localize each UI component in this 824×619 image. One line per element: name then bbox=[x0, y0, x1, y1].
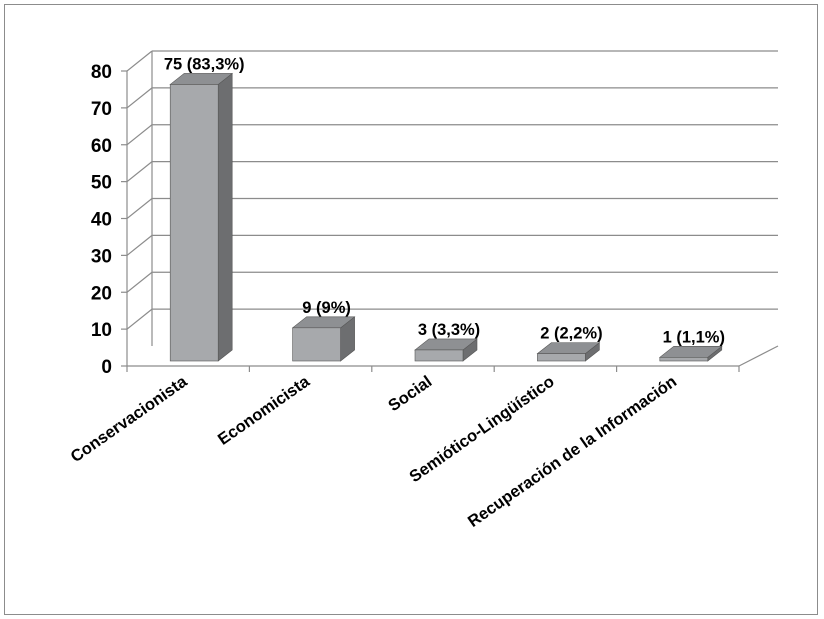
bar-front bbox=[414, 349, 464, 362]
y-axis-ticks: 0 10 20 30 40 50 60 70 80 bbox=[91, 62, 112, 378]
bar-front bbox=[537, 353, 586, 362]
y-tick-label: 60 bbox=[91, 136, 112, 157]
bar bbox=[536, 342, 601, 362]
x-tick-label: Social bbox=[385, 373, 435, 416]
y-tick-label: 20 bbox=[91, 283, 112, 304]
x-tick-label: Economicista bbox=[215, 372, 314, 449]
bar bbox=[169, 72, 234, 362]
gridline-depth bbox=[126, 308, 153, 330]
data-label: 9 (9%) bbox=[302, 299, 351, 317]
x-axis-labels: Conservacionista Economicista SocialSemiót… bbox=[67, 372, 680, 531]
chart-frame: 0 10 20 30 40 50 60 70 80 75 (83,3%) 9 (9%) 3 (3,3… bbox=[4, 4, 818, 615]
bar bbox=[658, 345, 723, 362]
gridline-depth bbox=[126, 124, 153, 146]
gridline-depth bbox=[126, 198, 153, 219]
y-tick-label: 70 bbox=[91, 99, 112, 120]
gridline-depth bbox=[126, 234, 153, 256]
bar-front bbox=[292, 327, 341, 362]
x-tick-label: Conservacionista bbox=[67, 372, 191, 466]
y-tick-label: 50 bbox=[91, 173, 112, 194]
y-tick-label: 40 bbox=[91, 210, 112, 231]
y-tick-label: 0 bbox=[101, 357, 112, 378]
bar bbox=[291, 316, 356, 362]
data-label: 1 (1,1%) bbox=[663, 328, 725, 346]
data-labels: 75 (83,3%) 9 (9%) 3 (3,3%) 2 (2,2%) 1 (1,1%) bbox=[164, 55, 725, 346]
y-tick-label: 30 bbox=[91, 246, 112, 267]
data-label: 75 (83,3%) bbox=[164, 55, 245, 73]
gridlines bbox=[121, 50, 778, 372]
gridline-depth bbox=[126, 87, 153, 109]
y-tick-label: 80 bbox=[91, 62, 112, 83]
gridline-depth bbox=[126, 50, 153, 72]
bar-chart: 0 10 20 30 40 50 60 70 80 75 (83,3%) 9 (9%) 3 (3,3… bbox=[67, 50, 779, 531]
bars bbox=[169, 72, 723, 362]
gridline-depth bbox=[126, 161, 153, 183]
bar-side bbox=[217, 72, 233, 362]
data-label: 3 (3,3%) bbox=[418, 321, 480, 339]
bar-front bbox=[659, 357, 709, 362]
gridline-depth bbox=[126, 271, 153, 293]
floor-right-edge bbox=[738, 345, 779, 367]
bar bbox=[414, 338, 478, 362]
y-tick-label: 10 bbox=[91, 320, 112, 341]
bar-front bbox=[169, 84, 219, 362]
x-tick-label: Recuperación de la Información bbox=[465, 373, 680, 531]
data-label: 2 (2,2%) bbox=[540, 325, 602, 343]
